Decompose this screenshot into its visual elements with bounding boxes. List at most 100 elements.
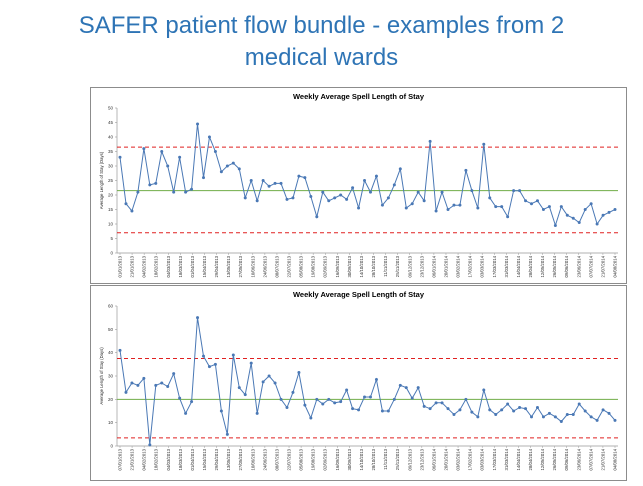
data-point <box>476 415 480 419</box>
data-point <box>482 388 486 392</box>
data-point <box>416 190 420 194</box>
x-tick-label: 17/03/2014 <box>492 448 497 470</box>
x-tick-label: 03/02/2014 <box>456 255 461 277</box>
x-tick-label: 03/02/2014 <box>456 448 461 470</box>
x-tick-label: 08/07/2013 <box>274 448 279 470</box>
x-tick-label: 02/09/2013 <box>323 448 328 470</box>
data-point <box>255 411 259 415</box>
data-point <box>172 190 176 194</box>
data-point <box>339 400 343 404</box>
x-tick-label: 09/12/2013 <box>407 448 412 470</box>
data-point <box>434 401 438 405</box>
data-point <box>595 418 599 422</box>
data-point <box>559 420 563 423</box>
data-point <box>452 203 456 207</box>
data-point <box>416 386 420 390</box>
data-point <box>410 396 414 400</box>
x-tick-label: 12/05/2014 <box>540 448 545 470</box>
x-tick-label: 30/09/2013 <box>347 448 352 470</box>
x-tick-label: 14/10/2013 <box>359 448 364 470</box>
x-tick-label: 25/11/2013 <box>395 255 400 277</box>
data-point <box>541 208 545 211</box>
data-point <box>446 407 450 411</box>
x-tick-label: 10/06/2013 <box>250 255 255 277</box>
y-tick-label: 40 <box>108 135 114 140</box>
y-tick-label: 50 <box>108 327 114 332</box>
data-point <box>434 209 438 213</box>
x-tick-label: 11/11/2013 <box>383 255 388 276</box>
data-point <box>345 388 349 392</box>
x-tick-label: 08/07/2013 <box>274 255 279 277</box>
y-tick-label: 25 <box>108 178 114 183</box>
x-tick-label: 16/09/2013 <box>335 255 340 277</box>
y-tick-label: 40 <box>108 350 114 355</box>
data-point <box>333 196 337 200</box>
x-tick-label: 27/05/2013 <box>238 448 243 470</box>
data-point <box>577 402 581 406</box>
data-point <box>482 142 486 146</box>
data-point <box>392 183 396 187</box>
data-point <box>518 406 522 409</box>
x-tick-label: 18/02/2013 <box>154 255 159 277</box>
data-point <box>607 210 611 214</box>
data-point <box>178 396 182 400</box>
data-point <box>357 206 361 210</box>
data-point <box>422 404 426 408</box>
x-tick-label: 24/06/2013 <box>262 448 267 470</box>
data-point <box>184 411 188 415</box>
data-point <box>374 378 378 381</box>
data-point <box>184 190 188 194</box>
data-point <box>327 397 331 401</box>
data-point <box>160 150 164 153</box>
x-tick-label: 18/03/2013 <box>178 255 183 277</box>
data-point <box>136 190 140 194</box>
x-tick-label: 01/04/2013 <box>190 255 195 277</box>
data-point <box>249 361 253 365</box>
data-point <box>571 216 575 220</box>
x-tick-label: 26/05/2014 <box>552 448 557 470</box>
data-point <box>363 395 367 399</box>
x-tick-label: 28/04/2014 <box>528 448 533 470</box>
x-tick-label: 09/06/2014 <box>564 448 569 470</box>
x-tick-label: 06/01/2014 <box>431 448 436 470</box>
y-tick-label: 45 <box>108 120 114 125</box>
data-point <box>160 381 164 385</box>
data-point <box>279 397 283 401</box>
x-tick-label: 23/06/2014 <box>576 255 581 277</box>
data-point <box>351 186 355 190</box>
x-tick-label: 29/04/2013 <box>214 255 219 277</box>
data-point <box>589 415 593 419</box>
data-point <box>470 189 474 193</box>
data-point <box>166 385 170 388</box>
x-tick-label: 13/05/2013 <box>226 448 231 470</box>
data-point <box>148 183 152 187</box>
data-point <box>130 381 134 385</box>
data-point <box>196 316 200 320</box>
data-point <box>148 443 152 447</box>
data-point <box>458 408 462 412</box>
data-point <box>506 402 510 406</box>
data-point <box>494 413 498 416</box>
x-tick-label: 26/05/2014 <box>552 255 557 277</box>
data-point <box>571 413 575 416</box>
y-axis-label: Average Length of Stay (Days) <box>99 347 104 405</box>
data-point <box>488 196 492 200</box>
data-point <box>374 174 378 178</box>
x-tick-label: 23/12/2013 <box>419 255 424 277</box>
data-point <box>118 155 122 159</box>
data-point <box>231 161 235 165</box>
y-tick-label: 50 <box>108 106 114 111</box>
x-tick-label: 23/12/2013 <box>419 448 424 470</box>
data-point <box>392 397 396 401</box>
data-point <box>500 205 504 209</box>
x-tick-label: 16/09/2013 <box>335 448 340 470</box>
x-tick-label: 21/07/2014 <box>600 255 605 277</box>
data-point <box>476 206 480 210</box>
y-tick-label: 10 <box>108 420 114 425</box>
data-point <box>303 403 307 407</box>
data-point <box>243 196 247 200</box>
x-tick-label: 04/03/2013 <box>166 448 171 470</box>
data-point <box>535 406 539 409</box>
data-point <box>201 354 205 358</box>
y-tick-label: 20 <box>108 193 114 198</box>
